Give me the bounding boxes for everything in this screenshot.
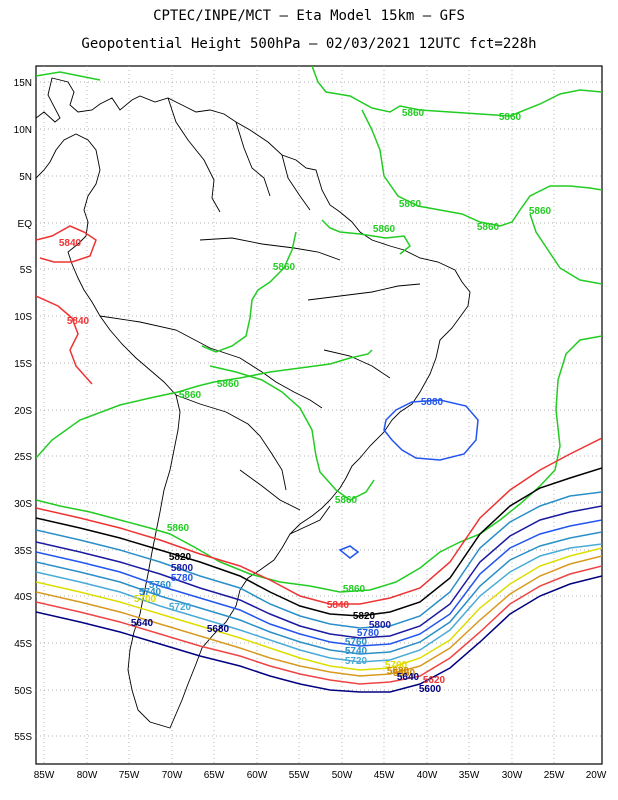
chart-title-line1: CPTEC/INPE/MCT – Eta Model 15km – GFS: [153, 8, 465, 24]
contour-label: 5640: [131, 618, 154, 629]
lat-label: 5N: [19, 172, 32, 183]
contour-label: 5640: [397, 672, 420, 683]
lon-label: 70W: [162, 770, 183, 781]
contour-lines: [36, 66, 602, 693]
lon-label: 40W: [417, 770, 438, 781]
lon-label: 35W: [459, 770, 480, 781]
contour-label: 5760: [149, 580, 172, 591]
contour-label: 5680: [387, 666, 410, 677]
contour-label: 5860: [217, 379, 240, 390]
contour-label: 5700: [134, 594, 157, 605]
contour-label: 5800: [369, 620, 392, 631]
lon-label: 50W: [332, 770, 353, 781]
contour-label: 5660: [393, 668, 416, 679]
coastline: [36, 77, 471, 729]
lat-label: EQ: [18, 219, 33, 230]
contour-label: 5860: [335, 495, 358, 506]
contour-label: 5600: [419, 684, 442, 695]
lon-label: 45W: [374, 770, 395, 781]
contour-label: 5700: [385, 660, 408, 671]
lon-label: 80W: [77, 770, 98, 781]
lat-label: 15S: [14, 359, 32, 370]
lat-label: 30S: [14, 499, 32, 510]
contour-label: 5860: [179, 390, 202, 401]
lat-label: 20S: [14, 406, 32, 417]
contour-label: 5740: [345, 646, 368, 657]
contour-label: 5840: [59, 238, 82, 249]
lon-label: 20W: [586, 770, 607, 781]
contour-label: 5860: [399, 199, 422, 210]
latitude-labels: 15N 10N 5N EQ 5S 10S 15S 20S 25S 30S 35S 40S 45S 50S 5…: [14, 78, 33, 743]
contour-label: 5880: [421, 397, 444, 408]
lon-label: 65W: [204, 770, 225, 781]
lon-label: 60W: [247, 770, 268, 781]
contour-label: 5840: [327, 600, 350, 611]
contour-label: 5860: [499, 112, 522, 123]
contour-label: 5620: [423, 675, 446, 686]
lon-label: 75W: [119, 770, 140, 781]
lon-label: 55W: [289, 770, 310, 781]
contour-label: 5860: [343, 584, 366, 595]
lat-label: 15N: [14, 78, 32, 89]
contour-label: 5840: [67, 316, 90, 327]
contour-label: 5820: [353, 611, 376, 622]
lat-label: 5S: [20, 265, 33, 276]
lon-label: 30W: [502, 770, 523, 781]
contour-label: 5860: [529, 206, 552, 217]
lat-label: 45S: [14, 639, 32, 650]
lon-label: 25W: [544, 770, 565, 781]
contour-labels: 5860 5860 5860 5860 5860 5860 5860 5860 5860 5860…: [59, 108, 552, 695]
lat-label: 35S: [14, 546, 32, 557]
contour-label: 5720: [169, 602, 192, 613]
contour-label: 5740: [139, 587, 162, 598]
lat-label: 10S: [14, 312, 32, 323]
lon-label: 85W: [34, 770, 55, 781]
contour-label: 5820: [169, 552, 192, 563]
contour-label: 5760: [345, 637, 368, 648]
contour-label: 5800: [171, 563, 194, 574]
contour-label: 5720: [345, 656, 368, 667]
contour-label: 5860: [402, 108, 425, 119]
contour-label: 5860: [477, 222, 500, 233]
longitude-labels: 85W 80W 75W 70W 65W 60W 55W 50W 45W 40W 35W 30W 25W 2…: [34, 770, 607, 781]
contour-label: 5780: [357, 628, 380, 639]
contour-label: 5780: [171, 573, 194, 584]
map-frame: [35, 65, 603, 765]
lat-label: 55S: [14, 732, 32, 743]
lat-label: 25S: [14, 452, 32, 463]
contour-label: 5860: [373, 224, 396, 235]
chart-title-line2: Geopotential Height 500hPa – 02/03/2021 …: [81, 36, 537, 52]
lat-label: 40S: [14, 592, 32, 603]
contour-label: 5860: [167, 523, 190, 534]
lat-label: 10N: [14, 125, 32, 136]
lat-label: 50S: [14, 686, 32, 697]
contour-label: 5860: [273, 262, 296, 273]
contour-label: 5680: [207, 624, 230, 635]
